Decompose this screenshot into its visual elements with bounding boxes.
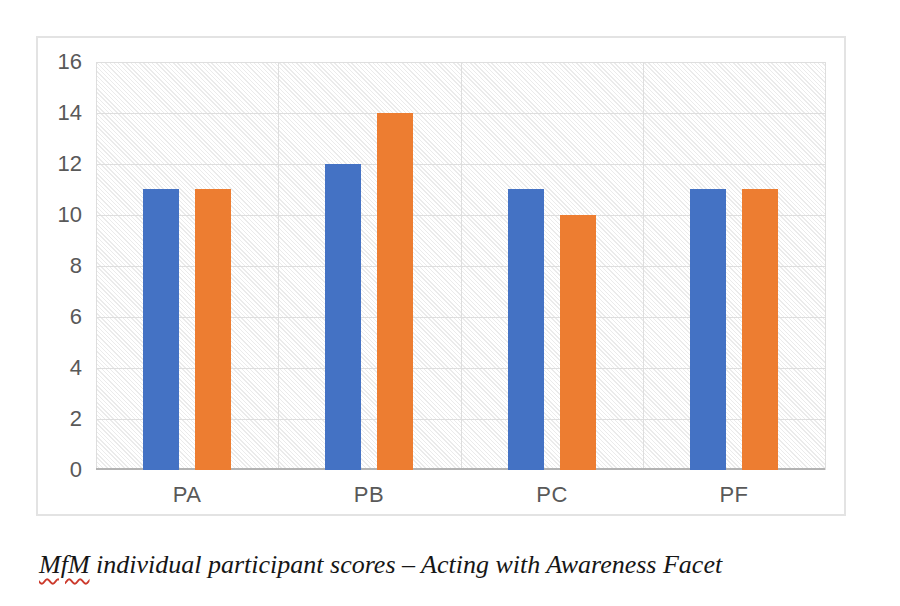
x-axis-labels: PAPBPCPF xyxy=(96,62,825,470)
x-category-label: PF xyxy=(674,482,794,508)
y-tick-label: 4 xyxy=(20,355,82,381)
caption-misspelled-word: MfM xyxy=(39,550,90,579)
y-tick-label: 0 xyxy=(20,457,82,483)
vertical-gridline xyxy=(825,62,826,470)
x-category-label: PC xyxy=(492,482,612,508)
chart-figure[interactable]: 0246810121416 PAPBPCPF xyxy=(36,36,846,516)
figure-caption: MfM individual participant scores – Acti… xyxy=(39,550,722,580)
y-tick-label: 16 xyxy=(20,49,82,75)
y-tick-label: 2 xyxy=(20,406,82,432)
y-tick-label: 10 xyxy=(20,202,82,228)
x-category-label: PB xyxy=(309,482,429,508)
plot-area: 0246810121416 PAPBPCPF xyxy=(96,62,825,470)
y-tick-label: 6 xyxy=(20,304,82,330)
caption-text: individual participant scores – Acting w… xyxy=(90,550,723,579)
document-page: 0246810121416 PAPBPCPF MfM individual pa… xyxy=(0,0,900,606)
y-tick-label: 12 xyxy=(20,151,82,177)
y-tick-label: 14 xyxy=(20,100,82,126)
x-category-label: PA xyxy=(127,482,247,508)
y-tick-label: 8 xyxy=(20,253,82,279)
